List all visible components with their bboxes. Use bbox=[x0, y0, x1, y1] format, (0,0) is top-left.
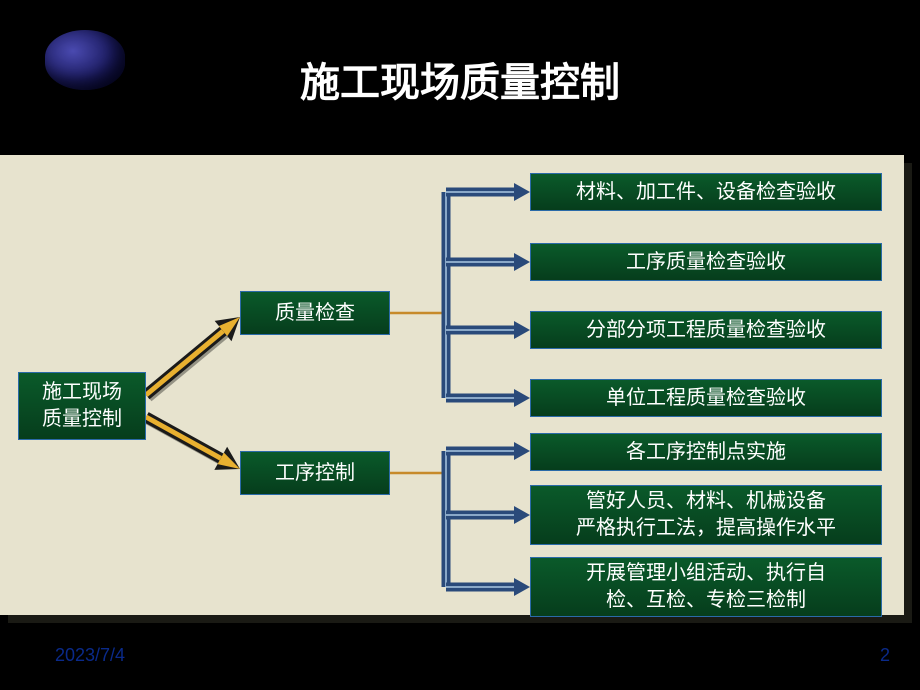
diagram-canvas: 施工现场 质量控制 质量检查工序控制 材料、加工件、设备检查验收工序质量检查验收分部… bbox=[0, 155, 920, 625]
node-l6-label: 管好人员、材料、机械设备 严格执行工法，提高操作水平 bbox=[570, 488, 842, 542]
node-root: 施工现场 质量控制 bbox=[18, 372, 146, 440]
node-pc-label: 工序控制 bbox=[269, 460, 361, 487]
node-l5-label: 各工序控制点实施 bbox=[620, 439, 792, 466]
slide-root: 施工现场质量控制 施工现场 质量控制 质量检查工序控制 材料、加工件、设备检查验收工… bbox=[0, 0, 920, 690]
header-bar bbox=[0, 0, 920, 26]
node-l6: 管好人员、材料、机械设备 严格执行工法，提高操作水平 bbox=[530, 485, 882, 545]
node-l5: 各工序控制点实施 bbox=[530, 433, 882, 471]
node-qc-label: 质量检查 bbox=[269, 300, 361, 327]
node-l7: 开展管理小组活动、执行自 检、互检、专检三检制 bbox=[530, 557, 882, 617]
node-root-label: 施工现场 质量控制 bbox=[36, 379, 128, 433]
page-number: 2 bbox=[880, 645, 890, 666]
node-l4-label: 单位工程质量检查验收 bbox=[600, 385, 812, 412]
node-l2-label: 工序质量检查验收 bbox=[620, 249, 792, 276]
node-l7-label: 开展管理小组活动、执行自 检、互检、专检三检制 bbox=[580, 560, 832, 614]
slide-date: 2023/7/4 bbox=[55, 645, 125, 666]
node-qc: 质量检查 bbox=[240, 291, 390, 335]
slide-title: 施工现场质量控制 bbox=[0, 50, 920, 108]
node-pc: 工序控制 bbox=[240, 451, 390, 495]
node-l2: 工序质量检查验收 bbox=[530, 243, 882, 281]
node-l1: 材料、加工件、设备检查验收 bbox=[530, 173, 882, 211]
node-l3-label: 分部分项工程质量检查验收 bbox=[580, 317, 832, 344]
node-l3: 分部分项工程质量检查验收 bbox=[530, 311, 882, 349]
node-l4: 单位工程质量检查验收 bbox=[530, 379, 882, 417]
node-l1-label: 材料、加工件、设备检查验收 bbox=[570, 179, 842, 206]
